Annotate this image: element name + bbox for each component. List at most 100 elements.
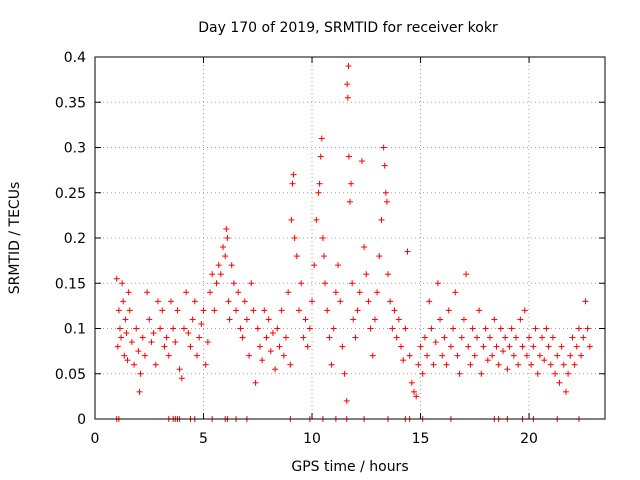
data-point	[125, 289, 132, 296]
y-tick-label: 0.25	[55, 186, 86, 202]
data-point	[319, 235, 326, 241]
data-point	[508, 325, 515, 332]
data-point	[282, 334, 289, 341]
data-point	[337, 298, 344, 305]
data-point	[419, 370, 426, 377]
data-point	[239, 334, 246, 341]
data-point	[502, 334, 509, 341]
x-tick-label: 20	[520, 431, 538, 447]
data-point	[491, 316, 498, 323]
data-point	[254, 325, 261, 332]
data-point	[541, 357, 548, 364]
data-point	[345, 63, 352, 70]
data-point	[267, 348, 274, 355]
data-point	[571, 361, 578, 368]
data-point	[121, 352, 128, 359]
data-point	[159, 307, 166, 314]
data-point	[176, 366, 183, 373]
data-point	[347, 198, 353, 205]
data-point	[278, 307, 285, 314]
data-point	[415, 361, 422, 368]
data-point	[526, 334, 533, 341]
data-point	[382, 189, 389, 196]
data-point	[274, 325, 281, 332]
data-point	[573, 343, 580, 350]
data-point	[167, 298, 174, 305]
data-point	[230, 280, 237, 287]
data-point	[406, 352, 413, 359]
data-point	[430, 361, 437, 368]
data-point	[476, 307, 483, 314]
data-point	[344, 94, 351, 101]
data-point	[139, 334, 146, 341]
data-point	[354, 307, 361, 314]
data-point	[209, 271, 216, 278]
data-point	[395, 316, 402, 323]
data-point	[144, 289, 151, 296]
data-point	[114, 343, 121, 350]
data-point	[222, 253, 229, 260]
data-point	[391, 307, 398, 314]
data-point	[328, 361, 335, 368]
data-point	[276, 343, 283, 350]
grid-lines	[95, 57, 605, 419]
data-point	[296, 307, 302, 314]
data-point	[432, 339, 439, 346]
data-point	[146, 316, 153, 323]
data-point	[113, 275, 120, 282]
data-point	[313, 216, 320, 223]
data-point	[523, 352, 530, 359]
data-point	[324, 307, 331, 314]
data-point	[119, 280, 126, 287]
data-point	[304, 343, 311, 350]
data-point	[250, 307, 257, 314]
data-point	[528, 361, 535, 368]
data-point	[586, 343, 593, 350]
data-point	[322, 280, 329, 287]
data-point	[378, 216, 385, 223]
data-point	[521, 307, 528, 314]
x-tick-label: 10	[303, 431, 321, 447]
data-point	[263, 334, 270, 341]
data-point	[469, 325, 476, 332]
data-point	[417, 343, 424, 350]
data-point	[320, 253, 327, 260]
data-point	[569, 334, 576, 341]
data-point	[115, 307, 122, 314]
data-point	[454, 352, 461, 359]
data-point	[387, 298, 394, 305]
data-point	[118, 334, 125, 341]
data-point	[352, 334, 359, 341]
data-point	[413, 393, 420, 400]
data-point	[547, 361, 554, 368]
data-point	[152, 361, 159, 368]
data-point	[291, 235, 298, 241]
data-point	[539, 334, 546, 341]
data-point	[225, 298, 232, 305]
data-point	[554, 352, 561, 359]
data-point	[510, 352, 517, 359]
data-point	[380, 144, 387, 151]
data-point	[241, 298, 248, 305]
data-point	[135, 348, 142, 355]
data-point	[400, 357, 407, 364]
data-point	[484, 357, 491, 364]
data-point	[316, 180, 323, 187]
data-point	[128, 339, 135, 346]
data-point	[224, 235, 231, 241]
data-point	[187, 343, 194, 350]
data-point	[519, 343, 526, 350]
data-point	[287, 361, 294, 368]
data-point	[178, 375, 185, 382]
data-point	[183, 289, 190, 296]
data-point	[154, 298, 161, 305]
data-point	[552, 370, 559, 377]
data-point	[289, 180, 296, 187]
data-point	[298, 280, 305, 287]
data-point	[202, 361, 209, 368]
data-point	[335, 262, 342, 269]
data-point	[549, 334, 556, 341]
data-point	[150, 330, 157, 337]
data-point	[256, 343, 263, 350]
